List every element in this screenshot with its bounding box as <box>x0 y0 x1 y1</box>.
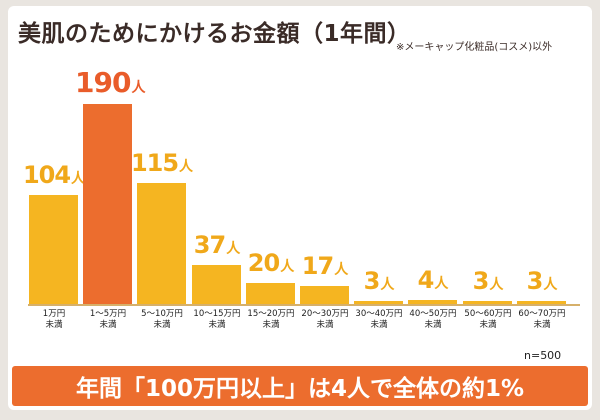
bar-1 <box>83 104 132 304</box>
x-tick-label-0: 1万円 未満 <box>42 309 66 330</box>
bar-0 <box>29 195 78 304</box>
bar-value-unit: 人 <box>489 277 503 293</box>
x-axis-baseline <box>28 304 580 306</box>
bar-8 <box>463 301 512 304</box>
bar-value-number: 20 <box>247 249 280 277</box>
bar-value-label-2: 115人 <box>129 149 194 177</box>
bar-value-unit: 人 <box>334 262 348 278</box>
bar-9 <box>517 301 566 304</box>
bar-3 <box>192 265 241 304</box>
summary-banner: 年間「100万円以上」は4人で全体の約1% <box>12 366 588 406</box>
bar-value-label-9: 3人 <box>509 267 574 295</box>
bar-value-number: 4 <box>417 266 435 294</box>
bar-value-number: 190 <box>75 66 131 99</box>
x-tick-label-3: 10〜15万円 未満 <box>193 309 241 330</box>
bar-7 <box>408 300 457 304</box>
bar-value-unit: 人 <box>543 277 557 293</box>
bar-4 <box>246 283 295 304</box>
bar-value-number: 115 <box>130 149 179 177</box>
bar-value-unit: 人 <box>226 241 240 257</box>
x-tick-label-1: 1〜5万円 未満 <box>89 309 127 330</box>
bar-value-unit: 人 <box>380 277 394 293</box>
bar-value-number: 37 <box>193 231 226 259</box>
bar-value-label-6: 3人 <box>346 267 411 295</box>
bar-value-number: 3 <box>526 267 544 295</box>
bar-value-unit: 人 <box>280 259 294 275</box>
x-tick-label-7: 40〜50万円 未満 <box>409 309 457 330</box>
exclusion-note: ※メーキャップ化粧品(コスメ)以外 <box>396 42 553 53</box>
bar-value-label-0: 104人 <box>21 161 86 189</box>
sample-size-note: n=500 <box>524 349 562 362</box>
x-tick-label-9: 60〜70万円 未満 <box>518 309 566 330</box>
bar-value-label-4: 20人 <box>238 249 303 277</box>
bar-2 <box>137 183 186 304</box>
bar-value-number: 3 <box>472 267 490 295</box>
bar-value-label-5: 17人 <box>292 252 357 280</box>
bar-value-label-1: 190人 <box>75 66 145 99</box>
bar-value-number: 17 <box>301 252 334 280</box>
chart-title: 美肌のためにかけるお金額（1年間） <box>18 21 411 47</box>
bar-value-number: 3 <box>363 267 381 295</box>
bar-value-unit: 人 <box>71 171 85 187</box>
x-tick-label-6: 30〜40万円 未満 <box>355 309 403 330</box>
bar-value-label-8: 3人 <box>455 267 520 295</box>
x-tick-label-4: 15〜20万円 未満 <box>247 309 295 330</box>
x-tick-label-5: 20〜30万円 未満 <box>301 309 349 330</box>
bar-value-number: 104 <box>22 161 71 189</box>
bar-value-unit: 人 <box>179 159 193 175</box>
x-tick-label-2: 5〜10万円 未満 <box>141 309 183 330</box>
bar-6 <box>354 301 403 304</box>
bar-value-unit: 人 <box>131 80 145 96</box>
x-tick-label-8: 50〜60万円 未満 <box>464 309 512 330</box>
bar-value-label-3: 37人 <box>184 231 249 259</box>
bar-value-unit: 人 <box>434 276 448 292</box>
bar-value-label-7: 4人 <box>400 266 465 294</box>
bar-5 <box>300 286 349 304</box>
